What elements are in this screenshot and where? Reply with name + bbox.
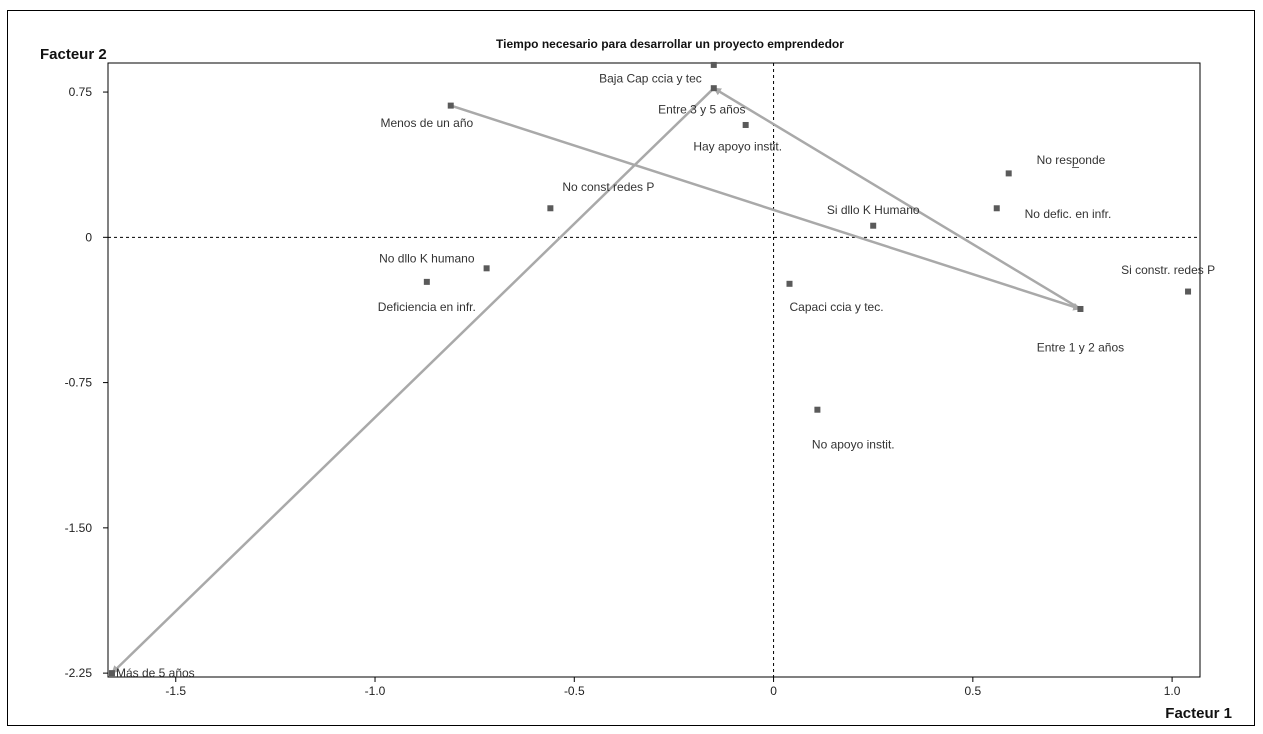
data-point [447,102,454,109]
x-tick-label: 0 [770,684,777,698]
data-point-label: No apoyo instit. [812,438,895,452]
data-point [742,121,749,128]
data-point [993,205,1000,212]
data-point-label: Si constr. redes P [1121,263,1215,277]
data-point-label: No dllo K humano [379,252,475,266]
data-point-label: Entre 1 y 2 años [1037,341,1124,355]
trajectory-arrow [111,87,715,675]
chart-frame [7,10,1255,726]
data-point-label: No defic. en infr. [1025,207,1112,221]
data-point [1005,170,1012,177]
data-point [547,205,554,212]
data-point [108,670,115,677]
data-point-label: No resp̲onde [1037,153,1106,169]
x-tick-label: 1.0 [1164,684,1181,698]
data-point-label: Entre 3 y 5 años [658,102,745,116]
data-point [814,406,821,413]
data-point-label: Más de 5 años [116,666,195,680]
y-tick-label: 0 [85,230,92,244]
trajectory-arrow [713,87,1082,311]
data-point [786,280,793,287]
data-point [870,222,877,229]
data-point-label: No const redes P [562,180,654,194]
data-point [710,61,717,68]
data-point [483,265,490,272]
y-tick-label: -0.75 [65,376,93,390]
y-tick-label: 0.75 [69,85,93,99]
data-point-label: Deficiencia en infr. [378,300,476,314]
data-point [423,278,430,285]
data-point-label: Hay apoyo instit. [693,139,782,153]
y-axis-label: Facteur 2 [40,46,107,63]
data-point [1077,305,1084,312]
data-point-label: Menos de un año [380,116,473,130]
y-tick-label: -1.50 [65,521,93,535]
y-tick-label: -2.25 [65,666,93,680]
data-point-label: Baja Cap ccia y tec [599,71,702,85]
x-tick-label: -1.0 [365,684,386,698]
data-point-label: Si dllo K Humano [827,203,920,217]
data-point [710,85,717,92]
x-tick-label: 0.5 [964,684,981,698]
data-point [1185,288,1192,295]
data-point-label: Capaci ccia y tec. [790,300,884,314]
x-axis-label: Facteur 1 [1165,705,1232,722]
plot-area [107,62,1201,678]
x-tick-label: -1.5 [165,684,186,698]
x-tick-label: -0.5 [564,684,585,698]
chart-title: Tiempo necesario para desarrollar un pro… [496,37,844,51]
trajectory-arrow [450,104,1082,311]
